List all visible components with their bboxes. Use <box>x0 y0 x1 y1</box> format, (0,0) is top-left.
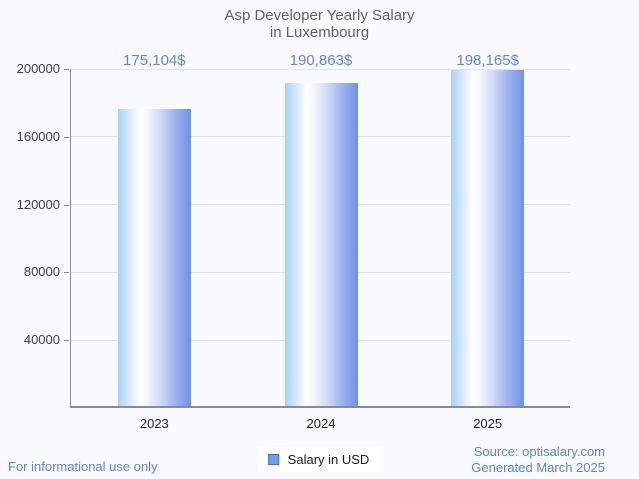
bar-2024 <box>284 82 358 406</box>
value-label-2023: 175,104$ <box>123 52 186 69</box>
x-axis-label-2024: 2024 <box>306 416 336 431</box>
y-axis-tick-label: 80000 <box>23 264 60 280</box>
y-axis-tick <box>64 136 69 138</box>
value-label-2025: 198,165$ <box>456 52 519 69</box>
y-axis-tick <box>64 340 69 342</box>
footer-generated: Generated March 2025 <box>471 460 605 475</box>
legend-label: Salary in USD <box>287 452 370 467</box>
chart-title-line2: in Luxembourg <box>269 24 370 41</box>
footer-source: Source: optisalary.com <box>473 444 605 459</box>
y-axis-tick <box>64 204 69 206</box>
y-axis-tick-label: 120000 <box>16 196 60 212</box>
legend-swatch-icon <box>267 454 279 465</box>
y-axis-tick-label: 200000 <box>16 61 60 76</box>
value-label-2024: 190,863$ <box>289 52 353 69</box>
footer-disclaimer: For informational use only <box>8 459 158 474</box>
y-axis-tick <box>64 69 69 70</box>
gridline <box>71 68 570 70</box>
chart-title-line1: Asp Developer Yearly Salary <box>224 7 415 24</box>
bar-2025 <box>451 70 525 406</box>
y-axis-labels: 40000 80000 120000 160000 200000 <box>0 62 60 408</box>
plot-area: 175,104$ 2023 190,863$ 2024 198,165$ 2025 <box>70 52 570 431</box>
bar-2023 <box>117 109 191 406</box>
legend: Salary in USD <box>257 447 382 472</box>
y-axis-tick-label: 160000 <box>16 128 60 144</box>
x-axis-label-2023: 2023 <box>139 416 169 431</box>
x-axis-label-2025: 2025 <box>473 416 503 431</box>
footer-source-block: Source: optisalary.com Generated March 2… <box>471 444 605 476</box>
y-axis-tick <box>64 272 69 274</box>
chart-title: Asp Developer Yearly Salary in Luxembour… <box>0 7 639 41</box>
y-axis-tick-label: 40000 <box>23 332 60 348</box>
